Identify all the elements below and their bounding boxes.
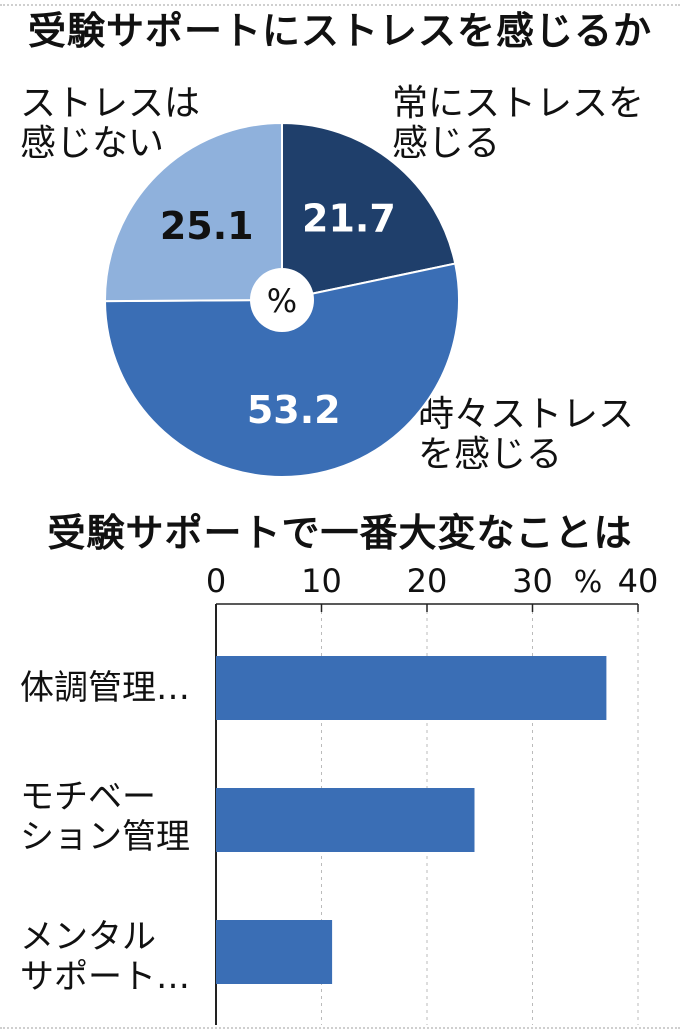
bar-label-mental-line2: サポート… — [20, 957, 190, 997]
bar-label-health-line1: 体調管理… — [20, 668, 190, 708]
pie-slice-sometimes — [103, 262, 460, 478]
pie-label-sometimes-line1: 時々ストレス — [418, 394, 635, 435]
pie-slice-always — [281, 121, 457, 302]
pie-chart-title: 受験サポートにストレスを感じるか — [27, 9, 652, 53]
bar-chart-title: 受験サポートで一番大変なことは — [47, 511, 633, 555]
top-dotted-rule — [0, 4, 680, 6]
pie-label-sometimes-line2: を感じる — [418, 434, 563, 475]
bottom-dotted-rule — [0, 1027, 680, 1029]
pie-center-hole — [250, 268, 314, 332]
pie-center-label: % — [267, 282, 297, 320]
bar-mental — [216, 920, 333, 984]
pie-slice-always-value: 21.7 — [302, 197, 396, 241]
pie-slice-never-value: 25.1 — [160, 204, 254, 248]
bar-tick-label-20: 20 — [407, 562, 448, 600]
bar-label-motivation-line1: モチベー — [20, 777, 156, 817]
pie-slice-never — [103, 121, 283, 303]
pie-label-never-line1: ストレスは — [20, 83, 201, 124]
bar-tick-label-10: 10 — [301, 562, 342, 600]
bar-tick-label-0: 0 — [206, 562, 226, 600]
bar-health — [216, 656, 607, 720]
pie-label-always-line2: 感じる — [392, 123, 501, 164]
bar-tick-label-30: 30 — [512, 562, 553, 600]
pie-label-never-line2: 感じない — [20, 123, 165, 164]
bar-tick-label-40: 40 — [618, 562, 659, 600]
bar-motivation — [216, 788, 475, 852]
pie-label-always-line1: 常にストレスを — [392, 83, 645, 124]
bar-unit-label: % — [574, 565, 603, 600]
bar-label-mental-line1: メンタル — [20, 917, 156, 957]
bar-label-motivation-line2: ション管理 — [20, 817, 190, 857]
pie-slice-sometimes-value: 53.2 — [247, 388, 341, 432]
